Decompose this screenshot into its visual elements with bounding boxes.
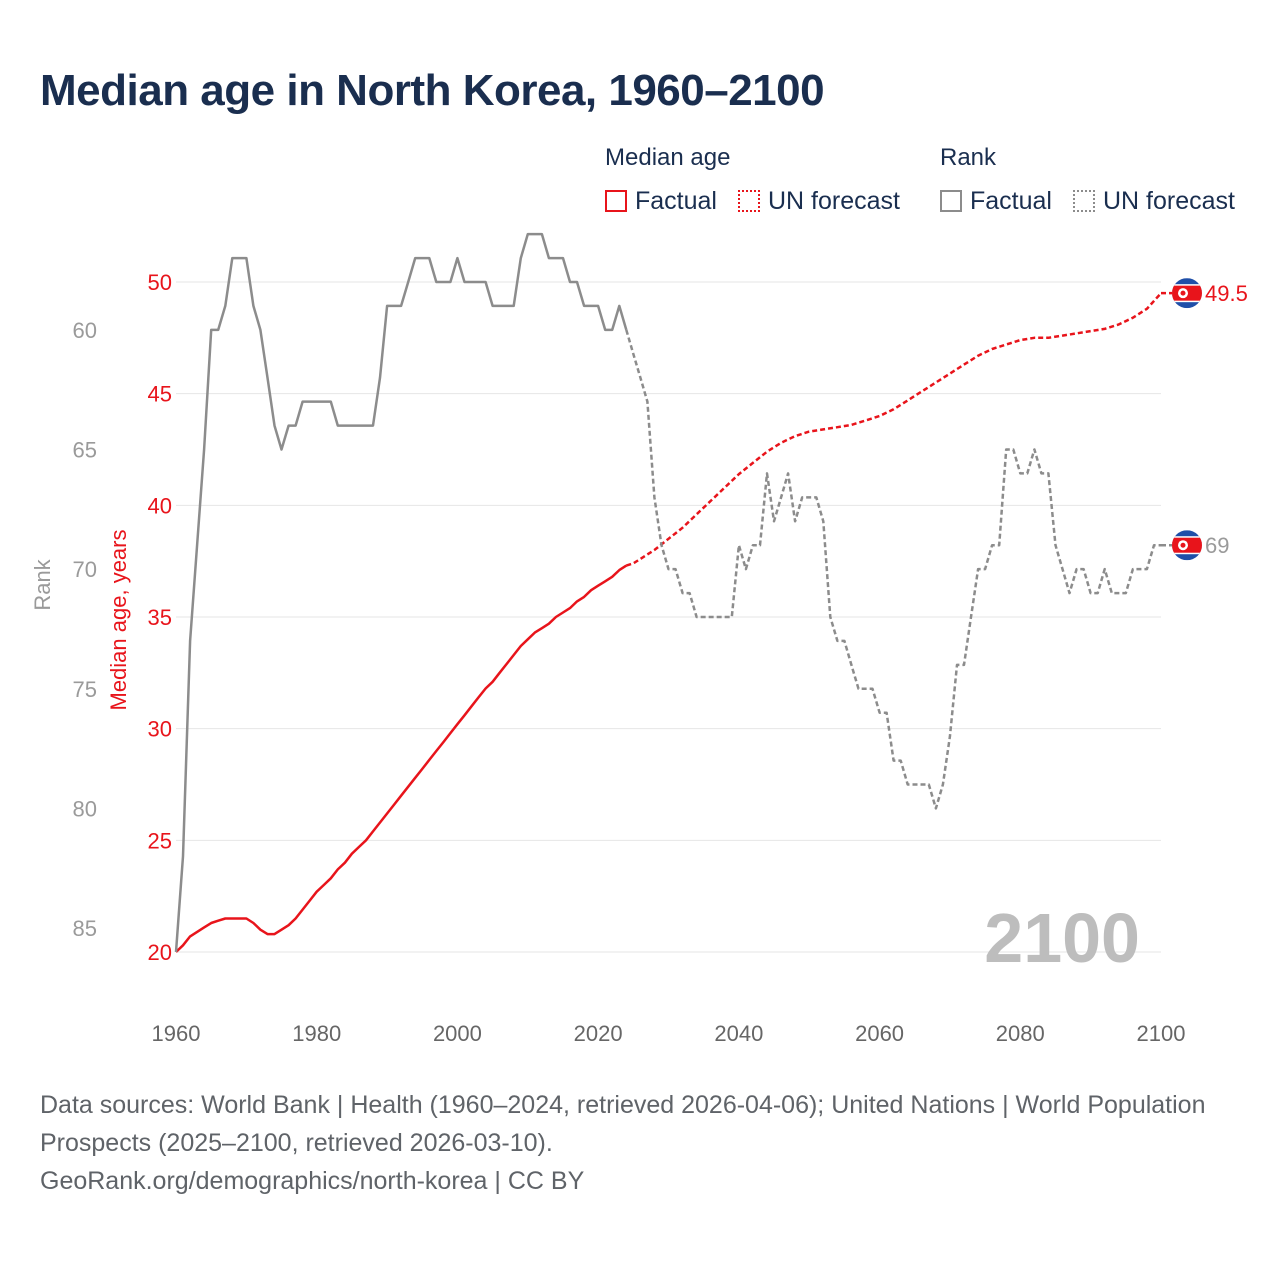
current-year-watermark: 2100 [984, 899, 1140, 977]
x-tick-label-4: 2040 [714, 1021, 763, 1046]
rank-tick-label-0: 60 [73, 318, 97, 343]
rank-tick-label-5: 85 [73, 916, 97, 941]
rank-tick-label-3: 75 [73, 677, 97, 702]
rank-tick-label-1: 65 [73, 438, 97, 463]
median-age-chart: 2100 20 25 30 35 40 45 50 60 65 70 75 80 85 1960 198… [30, 232, 1248, 1046]
rank-forecast-line [625, 329, 1161, 810]
north-korea-flag-icon-rank [1172, 530, 1202, 561]
rank-factual-line [174, 232, 628, 953]
x-tick-label-3: 2020 [574, 1021, 623, 1046]
flag-body-rank [1172, 530, 1202, 561]
median-tick-label-4: 40 [148, 493, 172, 518]
rank-tick-label-4: 80 [73, 796, 97, 821]
x-tick-label-6: 2080 [996, 1021, 1045, 1046]
legend-label-median-forecast: UN forecast [768, 186, 900, 215]
data-sources: Data sources: World Bank | Health (1960–… [40, 1091, 1206, 1157]
footer: Data sources: World Bank | Health (1960–… [40, 1086, 1220, 1200]
legend-median-forecast[interactable]: UN forecast [738, 186, 900, 216]
median-age-forecast-line [625, 292, 1162, 567]
legend-rank-forecast[interactable]: UN forecast [1073, 186, 1235, 216]
legend-swatch-rank-factual [940, 190, 962, 212]
median-age-factual-line [175, 564, 627, 953]
flag-star-median [1180, 290, 1186, 296]
series-group [174, 232, 1162, 953]
legend-group-median: Median age [605, 144, 731, 171]
x-tick-label-2: 2000 [433, 1021, 482, 1046]
x-tick-label-7: 2100 [1137, 1021, 1186, 1046]
x-axis: 1960 1980 2000 2020 2040 2060 2080 2100 [152, 1021, 1186, 1046]
median-tick-label-2: 30 [148, 717, 172, 742]
x-tick-label-0: 1960 [152, 1021, 201, 1046]
rank-axis: 60 65 70 75 80 85 [73, 318, 97, 941]
flag-body-median [1172, 278, 1202, 309]
legend-swatch-median-factual [605, 190, 627, 212]
median-axis-title: Median age, years [106, 530, 131, 711]
median-tick-label-6: 50 [148, 270, 172, 295]
median-tick-label-1: 25 [148, 828, 172, 853]
median-tick-label-5: 45 [148, 382, 172, 407]
legend-median-factual[interactable]: Factual [605, 186, 717, 216]
rank-end-label: 69 [1205, 533, 1229, 558]
legend-label-rank-factual: Factual [970, 186, 1052, 215]
license-link[interactable]: GeoRank.org/demographics/north-korea | C… [40, 1167, 585, 1195]
legend-label-rank-forecast: UN forecast [1103, 186, 1235, 215]
page-title: Median age in North Korea, 1960–2100 [40, 66, 825, 115]
x-tick-label-1: 1980 [292, 1021, 341, 1046]
legend-group-rank: Rank [940, 144, 997, 171]
median-tick-label-0: 20 [148, 940, 172, 965]
legend-swatch-rank-forecast [1073, 190, 1095, 212]
legend-label-median-factual: Factual [635, 186, 717, 215]
legend-rank-factual[interactable]: Factual [940, 186, 1052, 216]
flag-star-rank [1180, 542, 1186, 548]
median-axis: 20 25 30 35 40 45 50 [148, 270, 172, 965]
end-markers: 49.5 69 [1161, 278, 1248, 561]
rank-tick-label-2: 70 [73, 557, 97, 582]
x-tick-label-5: 2060 [855, 1021, 904, 1046]
rank-axis-title: Rank [30, 558, 55, 610]
north-korea-flag-icon-median [1172, 278, 1202, 309]
legend-swatch-median-forecast [738, 190, 760, 212]
median-end-label: 49.5 [1205, 281, 1248, 306]
median-tick-label-3: 35 [148, 605, 172, 630]
gridlines [176, 281, 1161, 953]
